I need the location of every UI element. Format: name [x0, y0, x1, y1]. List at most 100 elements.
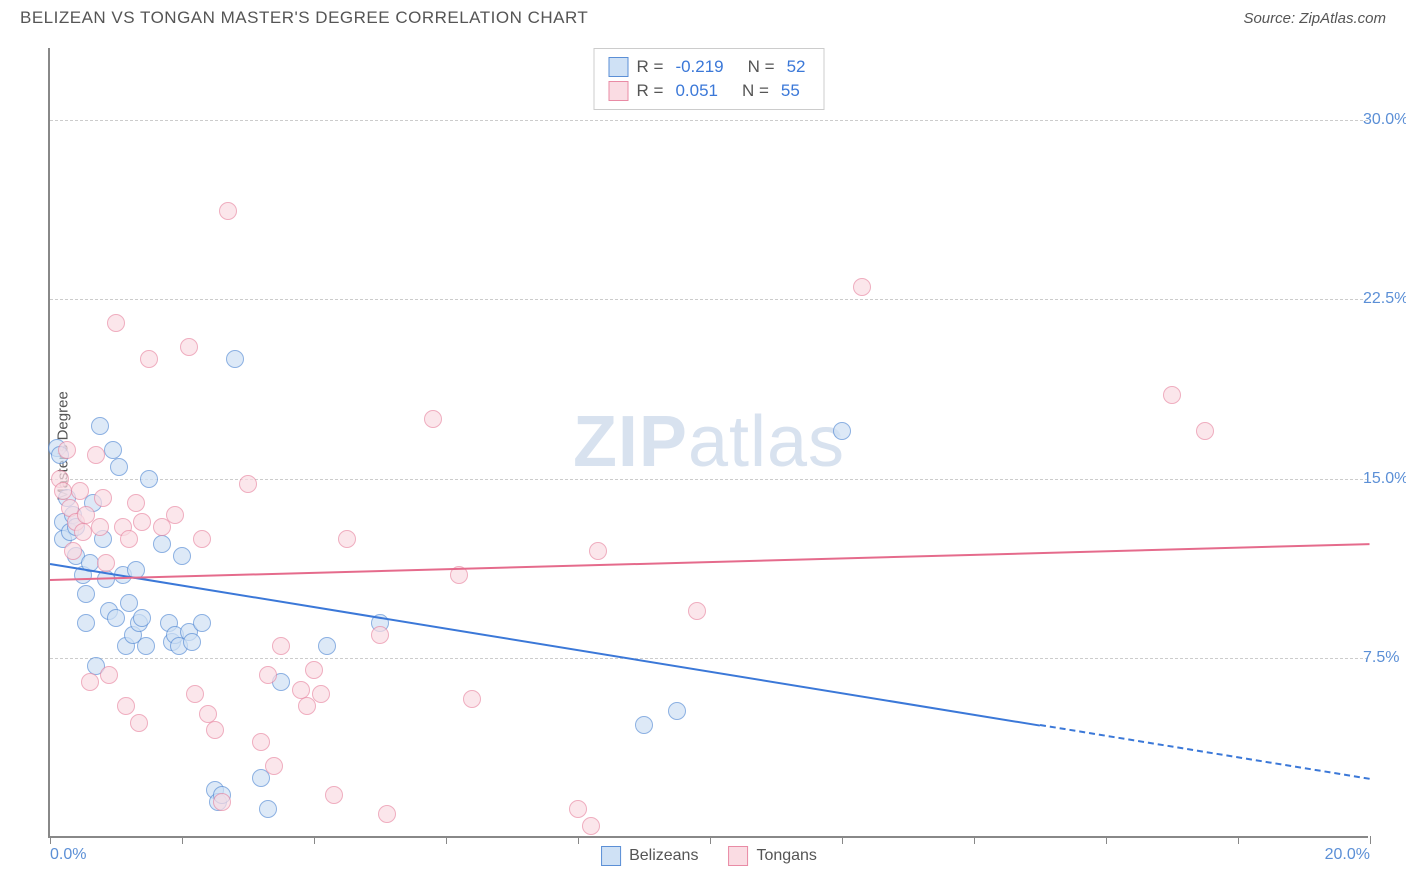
data-point: [117, 697, 135, 715]
data-point: [130, 714, 148, 732]
header: BELIZEAN VS TONGAN MASTER'S DEGREE CORRE…: [0, 0, 1406, 32]
data-point: [219, 202, 237, 220]
x-tick: [842, 836, 843, 844]
chart-title: BELIZEAN VS TONGAN MASTER'S DEGREE CORRE…: [20, 8, 588, 28]
gridline: [50, 120, 1368, 121]
x-tick: [446, 836, 447, 844]
data-point: [133, 513, 151, 531]
stat-value: -0.219: [675, 57, 723, 77]
data-point: [94, 489, 112, 507]
data-point: [582, 817, 600, 835]
x-tick: [1370, 836, 1371, 844]
data-point: [318, 637, 336, 655]
data-point: [635, 716, 653, 734]
y-tick-label: 15.0%: [1363, 470, 1406, 488]
legend-item: Belizeans: [601, 846, 698, 866]
data-point: [137, 637, 155, 655]
legend-label: Belizeans: [629, 847, 698, 865]
source-label: Source: ZipAtlas.com: [1243, 10, 1386, 27]
data-point: [325, 786, 343, 804]
x-tick: [1238, 836, 1239, 844]
data-point: [120, 530, 138, 548]
data-point: [127, 494, 145, 512]
data-point: [199, 705, 217, 723]
x-tick: [50, 836, 51, 844]
data-point: [77, 585, 95, 603]
stat-value: 52: [787, 57, 806, 77]
data-point: [305, 661, 323, 679]
data-point: [107, 609, 125, 627]
data-point: [97, 554, 115, 572]
data-point: [166, 506, 184, 524]
data-point: [338, 530, 356, 548]
data-point: [87, 446, 105, 464]
data-point: [378, 805, 396, 823]
data-point: [71, 482, 89, 500]
stat-value: 55: [781, 81, 800, 101]
data-point: [312, 685, 330, 703]
series-legend: Belizeans Tongans: [601, 846, 817, 866]
x-tick: [314, 836, 315, 844]
data-point: [133, 609, 151, 627]
x-tick: [710, 836, 711, 844]
data-point: [193, 614, 211, 632]
data-point: [81, 673, 99, 691]
trend-line: [50, 544, 1370, 582]
gridline: [50, 299, 1368, 300]
data-point: [569, 800, 587, 818]
data-point: [91, 417, 109, 435]
data-point: [91, 518, 109, 536]
watermark: ZIPatlas: [573, 401, 845, 483]
trend-line: [1040, 724, 1370, 780]
data-point: [463, 690, 481, 708]
data-point: [183, 633, 201, 651]
x-tick: [578, 836, 579, 844]
stat-label: N =: [748, 57, 775, 77]
x-tick: [1106, 836, 1107, 844]
data-point: [688, 602, 706, 620]
x-tick-label: 0.0%: [50, 846, 86, 864]
data-point: [1163, 386, 1181, 404]
legend-swatch: [728, 846, 748, 866]
data-point: [252, 733, 270, 751]
legend-item: Tongans: [728, 846, 817, 866]
data-point: [100, 666, 118, 684]
data-point: [140, 470, 158, 488]
x-tick: [182, 836, 183, 844]
stats-legend-row: R = 0.051 N = 55: [609, 79, 810, 103]
data-point: [77, 614, 95, 632]
data-point: [107, 314, 125, 332]
stat-value: 0.051: [675, 81, 718, 101]
data-point: [833, 422, 851, 440]
data-point: [292, 681, 310, 699]
data-point: [110, 458, 128, 476]
stat-label: R =: [637, 57, 664, 77]
data-point: [213, 793, 231, 811]
stat-label: R =: [637, 81, 664, 101]
stat-label: N =: [742, 81, 769, 101]
legend-swatch: [609, 81, 629, 101]
data-point: [1196, 422, 1214, 440]
data-point: [853, 278, 871, 296]
data-point: [259, 666, 277, 684]
y-tick-label: 22.5%: [1363, 290, 1406, 308]
data-point: [186, 685, 204, 703]
data-point: [140, 350, 158, 368]
y-tick-label: 7.5%: [1363, 649, 1406, 667]
data-point: [153, 535, 171, 553]
x-tick: [974, 836, 975, 844]
data-point: [226, 350, 244, 368]
legend-swatch: [601, 846, 621, 866]
legend-swatch: [609, 57, 629, 77]
data-point: [206, 721, 224, 739]
stats-legend-row: R = -0.219 N = 52: [609, 55, 810, 79]
data-point: [58, 441, 76, 459]
data-point: [259, 800, 277, 818]
data-point: [54, 482, 72, 500]
data-point: [668, 702, 686, 720]
y-tick-label: 30.0%: [1363, 111, 1406, 129]
data-point: [193, 530, 211, 548]
data-point: [64, 542, 82, 560]
data-point: [173, 547, 191, 565]
chart-plot-area: ZIPatlas R =-0.219N =52R =0.051N =55 Bel…: [48, 48, 1368, 838]
